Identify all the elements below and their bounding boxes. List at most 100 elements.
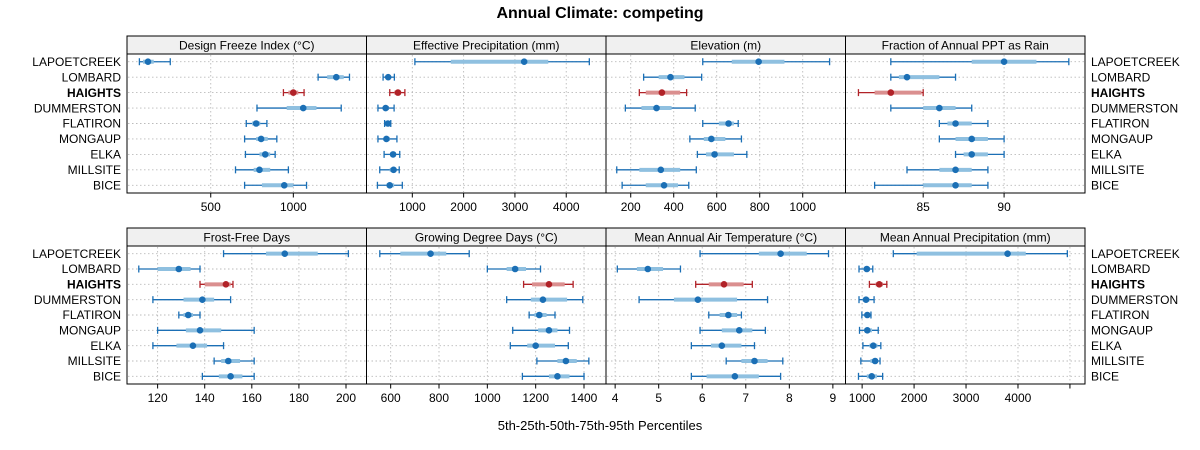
station-label-left: HAIGHTS	[67, 86, 121, 100]
station-label-right: MILLSITE	[1091, 354, 1144, 368]
median-dot	[863, 265, 871, 273]
median-dot	[887, 89, 895, 96]
median-dot	[144, 58, 152, 66]
station-label-left: MONGAUP	[59, 324, 121, 338]
x-tick-label: 1000	[474, 391, 501, 405]
station-label-left: ELKA	[90, 148, 121, 162]
median-dot	[871, 357, 879, 365]
station-label-left: MILLSITE	[68, 354, 121, 368]
median-dot	[532, 342, 539, 349]
median-dot	[952, 166, 959, 174]
x-tick-label: 180	[289, 391, 309, 405]
station-label-right: DUMMERSTON	[1091, 293, 1178, 307]
x-tick-label: 200	[621, 200, 641, 214]
median-dot	[952, 120, 959, 127]
median-dot	[390, 166, 397, 174]
median-dot	[290, 89, 297, 96]
median-dot	[175, 265, 183, 273]
panel-strip-label: Mean Annual Precipitation (mm)	[880, 231, 1051, 245]
x-tick-label: 1200	[522, 391, 549, 405]
median-dot	[252, 120, 260, 127]
panel-strip-label: Fraction of Annual PPT as Rain	[882, 39, 1049, 53]
median-dot	[383, 135, 390, 143]
station-label-left: BICE	[93, 370, 121, 384]
median-dot	[539, 296, 547, 303]
panel-strip-label: Effective Precipitation (mm)	[413, 39, 560, 53]
station-label-left: BICE	[93, 178, 121, 192]
median-dot	[718, 342, 726, 349]
x-tick-label: 1000	[789, 200, 816, 214]
median-dot	[862, 296, 870, 303]
median-dot	[1000, 58, 1008, 66]
median-dot	[864, 327, 871, 334]
median-dot	[725, 311, 732, 319]
x-tick-label: 600	[707, 200, 727, 214]
median-dot	[660, 181, 668, 189]
x-tick-label: 4000	[1005, 391, 1032, 405]
station-label-left: FLATIRON	[63, 308, 121, 322]
station-label-left: LOMBARD	[62, 70, 122, 84]
panel-area	[126, 245, 367, 385]
station-label-left: DUMMERSTON	[34, 101, 121, 115]
median-dot	[711, 151, 718, 158]
x-tick-label: 3000	[953, 391, 980, 405]
station-label-right: MONGAUP	[1091, 132, 1153, 146]
station-label-left: LOMBARD	[62, 262, 122, 276]
station-label-right: HAIGHTS	[1091, 86, 1145, 100]
panel-area	[366, 245, 607, 385]
median-dot	[657, 166, 665, 174]
x-tick-label: 85	[916, 200, 930, 214]
median-dot	[875, 281, 883, 288]
station-label-right: FLATIRON	[1091, 117, 1149, 131]
station-label-right: MONGAUP	[1091, 324, 1153, 338]
station-label-right: LAPOETCREEK	[1091, 247, 1180, 261]
x-tick-label: 1000	[399, 200, 426, 214]
x-tick-label: 90	[997, 200, 1011, 214]
median-dot	[903, 73, 911, 81]
median-dot	[511, 265, 519, 273]
x-tick-label: 160	[242, 391, 262, 405]
median-dot	[384, 73, 392, 81]
median-dot	[256, 166, 263, 174]
median-dot	[545, 281, 553, 288]
median-dot	[224, 357, 232, 365]
median-dot	[777, 250, 784, 257]
x-tick-label: 5	[655, 391, 662, 405]
station-label-left: LAPOETCREEK	[32, 247, 121, 261]
median-dot	[394, 89, 402, 96]
median-dot	[653, 104, 660, 112]
median-dot	[382, 104, 389, 112]
median-dot	[952, 181, 959, 189]
median-dot	[520, 58, 528, 66]
station-label-right: HAIGHTS	[1091, 278, 1145, 292]
median-dot	[222, 281, 230, 288]
median-dot	[731, 373, 739, 380]
panel-strip-label: Elevation (m)	[690, 39, 761, 53]
station-label-left: HAIGHTS	[67, 278, 121, 292]
median-dot	[389, 151, 397, 158]
x-tick-label: 9	[830, 391, 837, 405]
median-dot	[562, 357, 570, 365]
median-dot	[1004, 250, 1011, 257]
median-dot	[199, 296, 206, 303]
x-tick-label: 120	[148, 391, 168, 405]
x-tick-label: 4	[612, 391, 619, 405]
x-tick-label: 1000	[849, 391, 876, 405]
median-dot	[184, 311, 192, 319]
median-dot	[694, 296, 702, 303]
median-dot	[384, 120, 392, 127]
median-dot	[386, 181, 394, 189]
median-dot	[280, 181, 288, 189]
median-dot	[554, 373, 561, 380]
x-tick-label: 400	[664, 200, 684, 214]
station-label-right: FLATIRON	[1091, 308, 1149, 322]
median-dot	[332, 73, 340, 81]
panel-area	[366, 53, 607, 194]
median-dot	[968, 135, 976, 143]
median-dot	[196, 327, 204, 334]
median-dot	[869, 342, 877, 349]
x-tick-label: 4000	[553, 200, 580, 214]
median-dot	[735, 327, 743, 334]
median-dot	[535, 311, 543, 319]
